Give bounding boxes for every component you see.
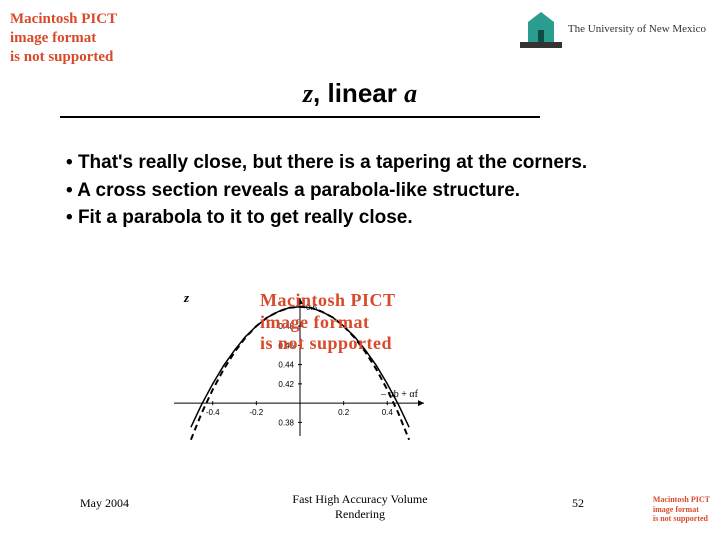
header: Macintosh PICT image format is not suppo… <box>0 0 720 110</box>
unm-mark-icon <box>520 8 562 50</box>
zeta-symbol: z <box>303 79 313 108</box>
pict-line: Macintosh PICT <box>260 290 396 310</box>
bullet-text: A cross section reveals a parabola-like … <box>77 180 520 201</box>
bullet-item: • A cross section reveals a parabola-lik… <box>66 178 654 204</box>
bullet-item: • That's really close, but there is a ta… <box>66 150 654 176</box>
pict-line: image format <box>10 30 96 46</box>
pict-line: image format <box>260 312 369 332</box>
bullet-item: • Fit a parabola to it to get really clo… <box>66 205 654 231</box>
bullet-text: Fit a parabola to it to get really close… <box>78 207 413 228</box>
footer-date: May 2004 <box>80 496 129 511</box>
slide-title: z, linear a <box>303 78 417 109</box>
pict-line: is not supported <box>10 49 113 65</box>
svg-text:0.2: 0.2 <box>338 408 350 417</box>
pict-line: Macintosh PICT <box>10 11 117 27</box>
pict-error-chart: Macintosh PICT image format is not suppo… <box>260 290 396 355</box>
svg-text:-0.4: -0.4 <box>206 408 220 417</box>
bullet-list: • That's really close, but there is a ta… <box>66 150 654 233</box>
footer-title: Fast High Accuracy VolumeRendering <box>292 492 427 522</box>
svg-text:0.44: 0.44 <box>278 361 294 370</box>
pict-line: Macintosh PICT <box>653 495 710 504</box>
pict-line: image format <box>653 505 699 514</box>
footer: May 2004 Fast High Accuracy VolumeRender… <box>0 488 720 528</box>
title-mid: , linear <box>313 78 404 108</box>
alpha-symbol: a <box>404 79 417 108</box>
svg-text:0.38: 0.38 <box>278 418 294 427</box>
unm-logo: The University of New Mexico <box>520 8 706 50</box>
svg-text:0.42: 0.42 <box>278 380 294 389</box>
svg-text:– αb + αf: – αb + αf <box>380 389 419 400</box>
pict-error-top-left: Macintosh PICT image format is not suppo… <box>10 10 117 66</box>
svg-text:0.4: 0.4 <box>382 408 394 417</box>
pict-error-bottom-right: Macintosh PICT image format is not suppo… <box>653 495 710 524</box>
pict-line: is not supported <box>653 514 708 523</box>
svg-text:-0.2: -0.2 <box>249 408 263 417</box>
title-underline <box>60 116 540 118</box>
pict-line: is not supported <box>260 333 392 353</box>
unm-logo-text: The University of New Mexico <box>568 23 706 35</box>
page-number: 52 <box>572 496 584 511</box>
svg-text:z: z <box>183 290 190 305</box>
bullet-text: That's really close, but there is a tape… <box>78 152 587 173</box>
